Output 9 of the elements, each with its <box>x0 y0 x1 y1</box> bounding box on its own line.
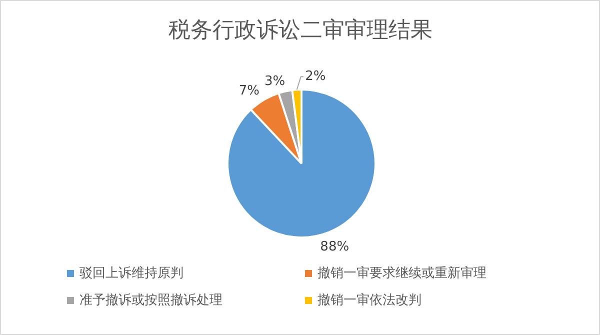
data-label: 7% <box>238 84 260 99</box>
legend-label: 撤销一审依法改判 <box>318 292 422 308</box>
chart-title: 税务行政诉讼二审审理结果 <box>168 18 432 43</box>
legend-label: 准予撤诉或按照撤诉处理 <box>80 293 222 308</box>
legend-label: 驳回上诉维持原判 <box>80 266 184 281</box>
data-label: 2% <box>305 69 326 84</box>
data-label: 88% <box>320 240 350 255</box>
data-label: 3% <box>264 74 286 90</box>
legend-label: 撤销一审要求继续或重新审理 <box>318 265 486 281</box>
